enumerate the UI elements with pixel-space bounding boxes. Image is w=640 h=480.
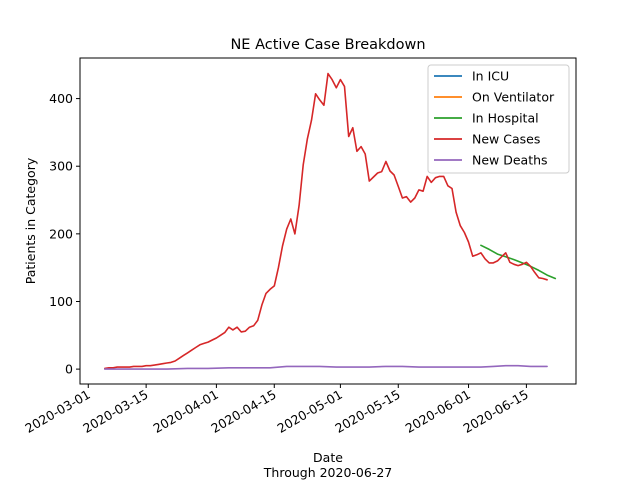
y-tick-label: 400 xyxy=(49,91,73,106)
x-tick-label: 2020-03-01 xyxy=(22,387,92,436)
y-tick-label: 100 xyxy=(49,294,73,309)
x-axis-label: Date xyxy=(313,450,343,465)
axes-frame xyxy=(79,57,577,385)
legend-box xyxy=(427,64,570,174)
plot-area xyxy=(104,72,557,370)
legend-label: In ICU xyxy=(472,69,509,84)
y-axis: 0 100 200 300 400 xyxy=(49,91,80,377)
y-tick-label: 300 xyxy=(49,159,73,174)
x-tick-label: 2020-05-01 xyxy=(274,387,344,436)
x-tick-label: 2020-06-01 xyxy=(403,387,473,436)
legend-label: On Ventilator xyxy=(472,90,555,105)
x-tick-label: 2020-04-15 xyxy=(208,387,278,436)
legend-label: New Cases xyxy=(472,132,540,147)
series-line-new-cases xyxy=(104,72,548,370)
x-tick-label: 2020-04-01 xyxy=(150,387,220,436)
series-line-in-hospital xyxy=(480,244,557,280)
x-axis-sublabel: Through 2020-06-27 xyxy=(263,465,392,480)
legend-label: New Deaths xyxy=(472,153,548,168)
x-tick-label: 2020-03-15 xyxy=(80,387,150,436)
x-tick-label: 2020-06-15 xyxy=(460,387,530,436)
series-line-new-deaths xyxy=(104,364,548,370)
y-axis-label: Patients in Category xyxy=(23,157,38,284)
chart-title: NE Active Case Breakdown xyxy=(230,37,425,53)
y-tick-label: 0 xyxy=(65,362,73,377)
x-tick-label: 2020-05-15 xyxy=(332,387,402,436)
legend-label: In Hospital xyxy=(472,111,539,126)
legend: In ICU On Ventilator In Hospital New Cases N… xyxy=(427,64,570,174)
y-tick-label: 200 xyxy=(49,226,73,241)
